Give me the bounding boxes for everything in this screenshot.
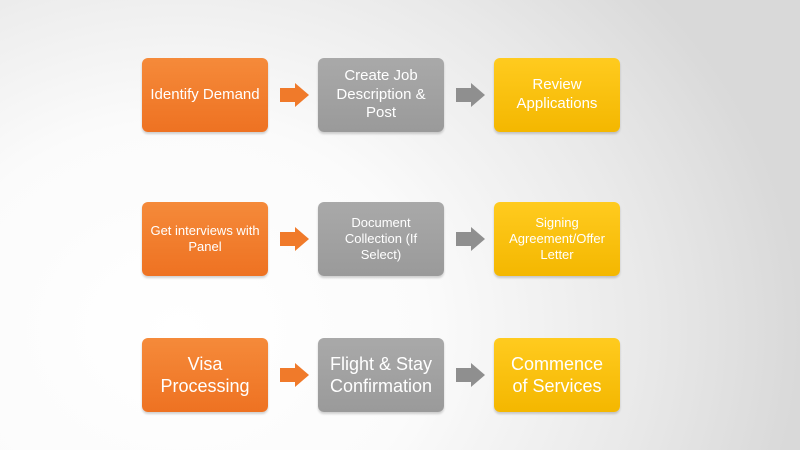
step-review-applications: Review Applications	[494, 58, 620, 132]
step-identify-demand: Identify Demand	[142, 58, 268, 132]
step-get-interviews: Get interviews with Panel	[142, 202, 268, 276]
step-commence-of-services: Commence of Services	[494, 338, 620, 412]
step-label: Flight & Stay Confirmation	[329, 353, 433, 397]
step-label: Identify Demand	[150, 85, 260, 103]
step-label: Visa Processing	[160, 353, 250, 397]
step-label: Commence of Services	[510, 353, 604, 397]
step-label: Review Applications	[516, 76, 598, 112]
step-document-collection: Document Collection (If Select)	[318, 202, 444, 276]
step-label: Create Job Description & Post	[336, 66, 426, 122]
step-label: Document Collection (If Select)	[344, 214, 418, 263]
step-signing-agreement: Signing Agreement/Offer Letter	[494, 202, 620, 276]
step-create-job-description: Create Job Description & Post	[318, 58, 444, 132]
step-label: Get interviews with Panel	[150, 222, 260, 254]
step-flight-stay-confirmation: Flight & Stay Confirmation	[318, 338, 444, 412]
step-label: Signing Agreement/Offer Letter	[509, 214, 605, 263]
step-visa-processing: Visa Processing	[142, 338, 268, 412]
